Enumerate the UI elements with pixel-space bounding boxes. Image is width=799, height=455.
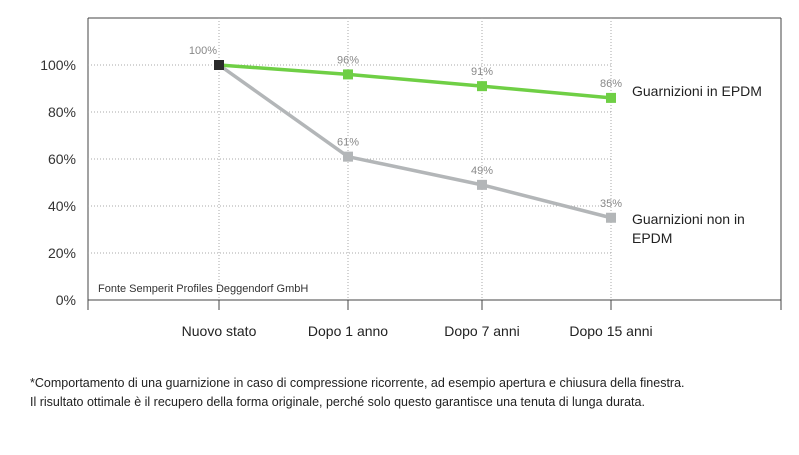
data-label: 96% (337, 54, 359, 66)
legend-epdm: Guarnizioni in EPDM (632, 83, 762, 99)
y-tick-label: 20% (48, 245, 76, 261)
y-tick-label: 100% (40, 57, 76, 73)
series-line (218, 63, 612, 100)
line-chart: 0% 20% 40% 60% 80% 100% Nuovo stato Dopo 1 ann… (40, 17, 782, 339)
footnote-line-1: *Comportamento di una guarnizione in cas… (30, 376, 685, 390)
x-category-label: Dopo 1 anno (308, 323, 388, 339)
data-point-marker (343, 69, 353, 80)
data-label: 35% (600, 198, 622, 210)
data-point-marker (477, 179, 487, 190)
data-label: 61% (337, 137, 359, 149)
source-note: Fonte Semperit Profiles Deggendorf GmbH (98, 283, 308, 295)
data-point-marker (477, 81, 487, 92)
x-category-label: Dopo 7 anni (444, 323, 520, 339)
data-label: 100% (189, 45, 217, 57)
y-tick-label: 40% (48, 198, 76, 214)
start-point-marker (214, 60, 224, 70)
y-tick-label: 80% (48, 104, 76, 120)
legend-non-epdm: Guarnizioni non in EPDM (632, 211, 745, 246)
data-label: 86% (600, 78, 622, 90)
data-point-marker (343, 151, 353, 162)
x-category-label: Nuovo stato (182, 323, 257, 339)
y-tick-label: 60% (48, 151, 76, 167)
y-tick-label: 0% (56, 292, 76, 308)
series-line (217, 63, 612, 220)
data-point-marker (606, 92, 616, 103)
footnote: *Comportamento di una guarnizione in cas… (30, 374, 790, 412)
data-label: 49% (471, 165, 493, 177)
footnote-line-2: Il risultato ottimale è il recupero dell… (30, 395, 645, 409)
data-label: 91% (471, 66, 493, 78)
x-category-label: Dopo 15 anni (569, 323, 652, 339)
data-point-marker (606, 212, 616, 223)
